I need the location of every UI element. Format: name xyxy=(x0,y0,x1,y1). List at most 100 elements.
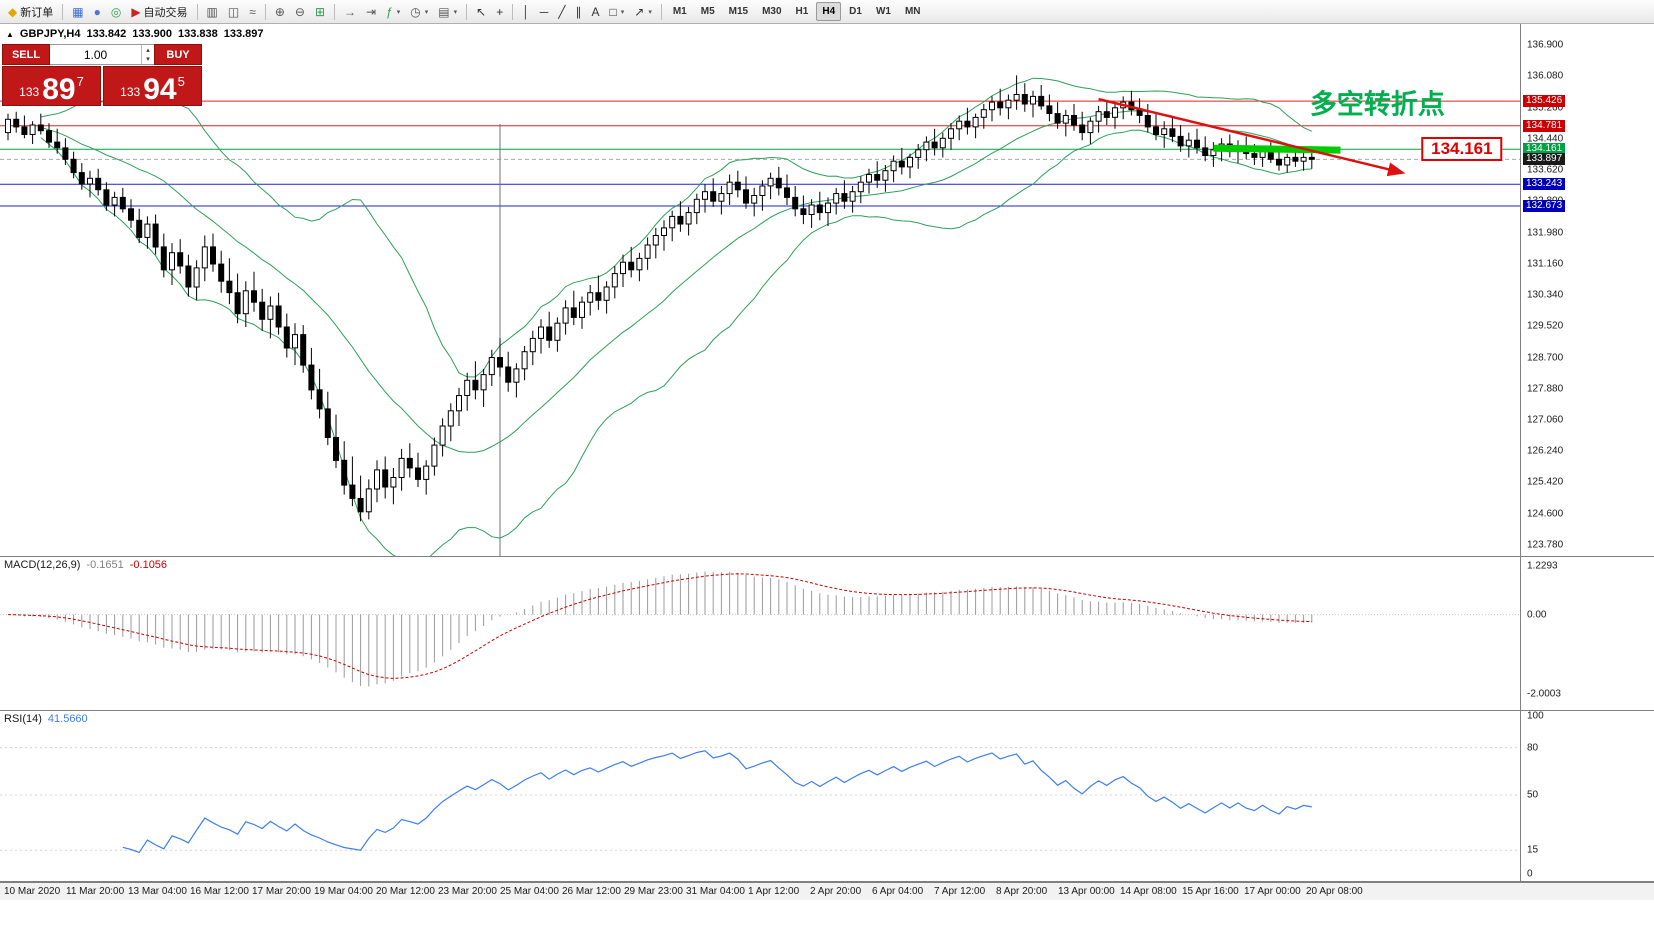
time-tick-label: 1 Apr 12:00 xyxy=(748,886,800,897)
arrows-icon: ↗ xyxy=(634,4,645,19)
profiles-button[interactable]: ● xyxy=(90,1,105,23)
text-button[interactable]: A xyxy=(587,1,603,23)
autotrading-button[interactable]: ▶ 自动交易 xyxy=(127,1,191,23)
time-axis[interactable]: 10 Mar 2020 11 Mar 20:00 13 Mar 04:00 16 Ma… xyxy=(0,882,1654,900)
time-tick-label: 31 Mar 04:00 xyxy=(686,886,745,897)
auto-scroll-icon: → xyxy=(344,4,357,19)
price-tick-label: 127.060 xyxy=(1527,414,1564,426)
symbol-period-label: GBPJPY,H4 xyxy=(19,28,81,40)
timeframe-d1-button[interactable]: D1 xyxy=(849,6,862,17)
rsi-tick-label: 80 xyxy=(1527,742,1539,754)
periods-button[interactable]: ◷ ▾ xyxy=(406,1,432,23)
sell-price-panel[interactable]: 133 89 7 xyxy=(2,66,101,106)
sell-button[interactable]: SELL xyxy=(2,44,50,65)
candlestick-chart-button[interactable]: ◫ xyxy=(224,1,243,23)
crosshair-icon: + xyxy=(496,4,504,19)
one-click-collapse-button[interactable]: ▲ xyxy=(6,29,14,39)
timeframe-w1-button[interactable]: W1 xyxy=(875,6,891,17)
tile-windows-button[interactable]: ⊞ xyxy=(311,1,329,23)
volume-input[interactable]: 1.00 ▴ ▾ xyxy=(50,44,154,65)
timeframe-m30-button[interactable]: M30 xyxy=(762,6,782,17)
trendline-icon: ╱ xyxy=(558,4,566,19)
macd-chart-canvas[interactable] xyxy=(0,557,1520,710)
price-tick-label: 136.900 xyxy=(1527,39,1564,51)
time-tick-label: 26 Mar 12:00 xyxy=(562,886,621,897)
timeframe-h4-button[interactable]: H4 xyxy=(816,2,842,21)
timeframe-m5-button[interactable]: M5 xyxy=(700,6,715,17)
trendline-button[interactable]: ╱ xyxy=(554,1,569,23)
price-tick-label: 128.700 xyxy=(1527,352,1564,363)
price-tick-label: 133.620 xyxy=(1527,164,1564,176)
horizontal-line-button[interactable]: ─ xyxy=(536,1,553,23)
new-order-label: 新订单 xyxy=(20,6,54,19)
price-tick-label: 124.600 xyxy=(1527,508,1564,520)
rsi-tick-label: 15 xyxy=(1527,844,1539,856)
low-value: 133.838 xyxy=(177,28,218,40)
price-tick-label: 135.260 xyxy=(1527,102,1564,113)
arrows-button[interactable]: ↗ ▾ xyxy=(630,1,656,23)
templates-button[interactable]: ▤ ▾ xyxy=(434,1,461,23)
crosshair-button[interactable]: + xyxy=(492,1,507,23)
timeframe-mn-button[interactable]: MN xyxy=(904,6,921,17)
new-chart-button[interactable]: ▦ xyxy=(68,1,87,23)
toolbar-separator xyxy=(512,3,514,20)
time-tick-label: 10 Mar 2020 xyxy=(4,886,61,897)
volume-increase-button[interactable]: ▴ xyxy=(146,46,150,54)
annotation-text[interactable]: 多空转折点 xyxy=(1309,89,1445,120)
data-window-button[interactable]: ◎ xyxy=(107,1,125,23)
price-axis[interactable]: 136.900136.080135.260134.440133.620132.8… xyxy=(1520,24,1654,556)
equidistant-channel-icon: ∥ xyxy=(575,4,582,19)
time-tick-label: 17 Mar 20:00 xyxy=(252,886,311,897)
panel-divider[interactable] xyxy=(0,710,1654,711)
buy-price-panel[interactable]: 133 94 5 xyxy=(103,66,202,106)
new-order-icon: ◆ xyxy=(8,4,18,19)
chart-shift-button[interactable]: ⇥ xyxy=(362,1,380,23)
indicators-button[interactable]: ƒ ▾ xyxy=(382,1,404,23)
price-line-label: 133.243 xyxy=(1523,178,1566,191)
price-tick-label: 126.240 xyxy=(1527,445,1564,457)
price-line-label: 134.161 xyxy=(1523,143,1566,156)
chevron-down-icon: ▾ xyxy=(648,8,652,16)
volume-decrease-button[interactable]: ▾ xyxy=(146,55,150,63)
panel-divider[interactable] xyxy=(0,556,1654,557)
timeframe-h1-button[interactable]: H1 xyxy=(795,6,809,17)
buy-button[interactable]: BUY xyxy=(154,44,202,65)
main-chart-canvas[interactable] xyxy=(0,24,1520,556)
profiles-icon: ● xyxy=(93,4,101,19)
equidistant-channel-button[interactable]: ∥ xyxy=(571,1,585,23)
zoom-in-button[interactable]: ⊕ xyxy=(271,1,289,23)
macd-main-value: -0.1651 xyxy=(86,559,124,571)
shapes-button[interactable]: □ ▾ xyxy=(605,1,628,23)
time-tick-label: 20 Mar 12:00 xyxy=(376,886,435,897)
macd-axis[interactable]: 1.2293 0.00 -2.0003 xyxy=(1520,557,1654,710)
bar-chart-button[interactable]: ▥ xyxy=(203,1,222,23)
time-tick-label: 8 Apr 20:00 xyxy=(996,886,1048,897)
rsi-chart-canvas[interactable] xyxy=(0,711,1520,881)
cursor-icon: ↖ xyxy=(476,4,487,19)
line-chart-button[interactable]: ≈ xyxy=(245,1,260,23)
chart-info-bar: ▲ GBPJPY,H4 133.842 133.900 133.838 133.… xyxy=(6,28,264,40)
price-tick-label: 125.420 xyxy=(1527,476,1564,488)
price-tick-label: 129.520 xyxy=(1527,320,1564,332)
rsi-axis[interactable]: 100 80 50 15 0 xyxy=(1520,711,1654,881)
price-tick-label: 136.080 xyxy=(1527,70,1564,82)
timeframe-m15-button[interactable]: M15 xyxy=(728,6,749,17)
candlestick-chart-icon: ◫ xyxy=(227,4,240,19)
templates-icon: ▤ xyxy=(438,4,450,19)
cursor-button[interactable]: ↖ xyxy=(472,1,490,23)
price-tick-label: 127.880 xyxy=(1527,383,1564,395)
panel-divider[interactable] xyxy=(0,881,1654,882)
sell-price-figure: 133 xyxy=(19,85,40,99)
autotrading-icon: ▶ xyxy=(131,4,141,19)
vertical-line-button[interactable]: │ xyxy=(518,1,534,23)
main-chart-panel: ▲ GBPJPY,H4 133.842 133.900 133.838 133.… xyxy=(0,24,1520,556)
rsi-panel: RSI(14) 41.5660 xyxy=(0,711,1520,881)
zoom-out-button[interactable]: ⊖ xyxy=(291,1,309,23)
time-tick-label: 7 Apr 12:00 xyxy=(934,886,986,897)
new-order-button[interactable]: ◆ 新订单 xyxy=(4,1,57,23)
timeframe-m1-button[interactable]: M1 xyxy=(672,6,687,17)
auto-scroll-button[interactable]: → xyxy=(340,1,360,23)
price-callout[interactable]: 134.161 xyxy=(1421,137,1503,162)
price-line-label: 132.673 xyxy=(1523,200,1566,212)
rsi-label: RSI(14) 41.5660 xyxy=(4,713,88,725)
